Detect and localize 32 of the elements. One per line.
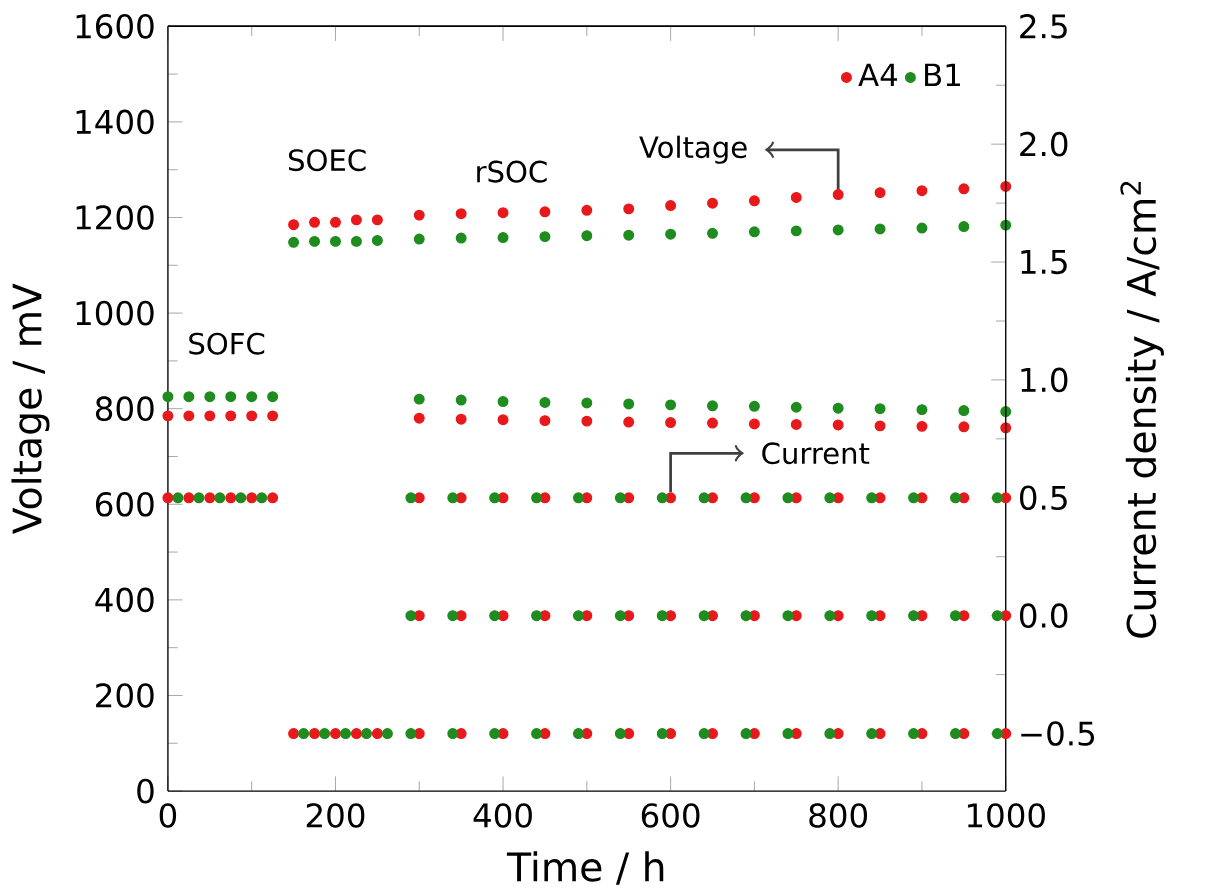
y-axis-title: Voltage / mV: [11, 283, 50, 534]
x-tick-label: 200: [306, 803, 365, 828]
x-tick-label: 1000: [967, 803, 1045, 828]
y2-tick-label: 0.5: [1019, 485, 1067, 510]
annotation: Current: [762, 442, 870, 465]
annotation: SOFC: [189, 332, 265, 355]
y-tick-label: 1200: [76, 205, 154, 230]
y-tick-label: 0: [137, 778, 154, 804]
x-tick-label: 600: [641, 803, 700, 828]
y2-tick-label: −0.5: [1021, 721, 1095, 746]
y2-tick-label: 0.0: [1019, 603, 1068, 628]
x-tick-label: 0: [159, 803, 177, 828]
x-axis-title: Time / h: [506, 851, 664, 885]
y2-tick-label: 1.5: [1021, 249, 1067, 275]
y-tick-label: 1000: [76, 300, 154, 326]
annotation: SOEC: [288, 149, 366, 172]
y2-axis-title: Current density / A/cm$^{2}$: [1120, 181, 1164, 638]
x-tick-label: 800: [809, 803, 868, 828]
annotation: Voltage: [639, 135, 747, 164]
legend-label: A4: [858, 63, 898, 86]
y-tick-label: 1400: [76, 109, 154, 135]
y2-tick-label: 2.0: [1020, 131, 1068, 157]
legend-label: B1: [925, 63, 960, 86]
y-tick-label: 1600: [76, 13, 154, 39]
x-tick-label: 400: [473, 803, 532, 828]
annotation: rSOC: [477, 160, 547, 183]
y-tick-label: 800: [95, 396, 154, 421]
y2-tick-label: 1.0: [1021, 367, 1068, 393]
y-tick-label: 400: [95, 587, 154, 613]
y-tick-label: 600: [95, 491, 154, 517]
y-tick-label: 200: [96, 683, 154, 708]
y2-tick-label: 2.5: [1020, 13, 1067, 39]
